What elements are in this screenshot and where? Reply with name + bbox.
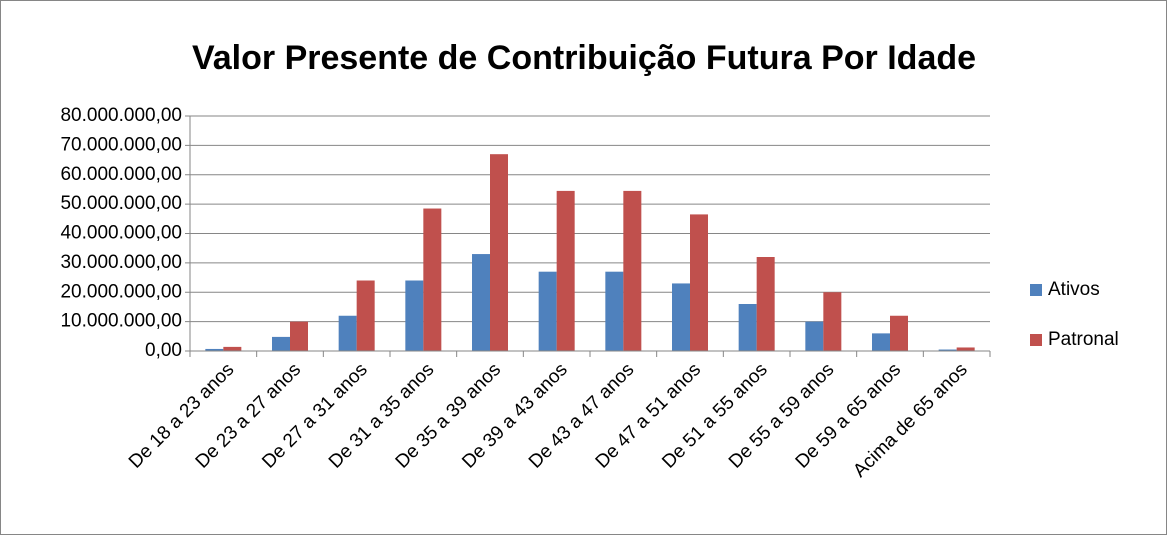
bar bbox=[423, 208, 442, 351]
bar bbox=[272, 336, 290, 351]
y-tick-label: 50.000.000,00 bbox=[60, 193, 182, 214]
bar bbox=[672, 283, 690, 351]
y-tick-label: 40.000.000,00 bbox=[60, 223, 182, 244]
legend-swatch bbox=[1030, 284, 1042, 296]
bar bbox=[290, 321, 308, 351]
bar bbox=[538, 271, 557, 351]
legend-label: Patronal bbox=[1048, 329, 1119, 350]
bar bbox=[556, 190, 575, 351]
bar bbox=[738, 304, 757, 351]
y-tick-label: 60.000.000,00 bbox=[60, 164, 182, 185]
y-tick-label: 30.000.000,00 bbox=[60, 252, 182, 273]
y-tick-label: 20.000.000,00 bbox=[60, 281, 182, 302]
bar bbox=[405, 280, 424, 351]
bar bbox=[756, 257, 775, 351]
bar bbox=[956, 347, 975, 351]
bar bbox=[490, 154, 508, 351]
bar bbox=[823, 292, 842, 351]
bar bbox=[338, 315, 357, 351]
y-tick-label: 80.000.000,00 bbox=[60, 105, 182, 126]
bar bbox=[205, 348, 224, 351]
legend-label: Ativos bbox=[1048, 279, 1100, 300]
bar bbox=[356, 280, 375, 351]
y-tick-label: 0,00 bbox=[145, 340, 182, 361]
bar bbox=[690, 214, 708, 351]
bar bbox=[223, 346, 242, 351]
bar bbox=[623, 190, 642, 351]
bar bbox=[472, 254, 490, 351]
y-tick-label: 70.000.000,00 bbox=[60, 134, 182, 155]
bar bbox=[938, 349, 957, 351]
bar bbox=[890, 315, 908, 351]
bar bbox=[872, 333, 890, 351]
legend-swatch bbox=[1030, 334, 1042, 346]
y-tick-label: 10.000.000,00 bbox=[60, 311, 182, 332]
bar bbox=[805, 321, 824, 351]
chart-title: Valor Presente de Contribuição Futura Po… bbox=[192, 39, 976, 77]
bar bbox=[605, 271, 624, 351]
